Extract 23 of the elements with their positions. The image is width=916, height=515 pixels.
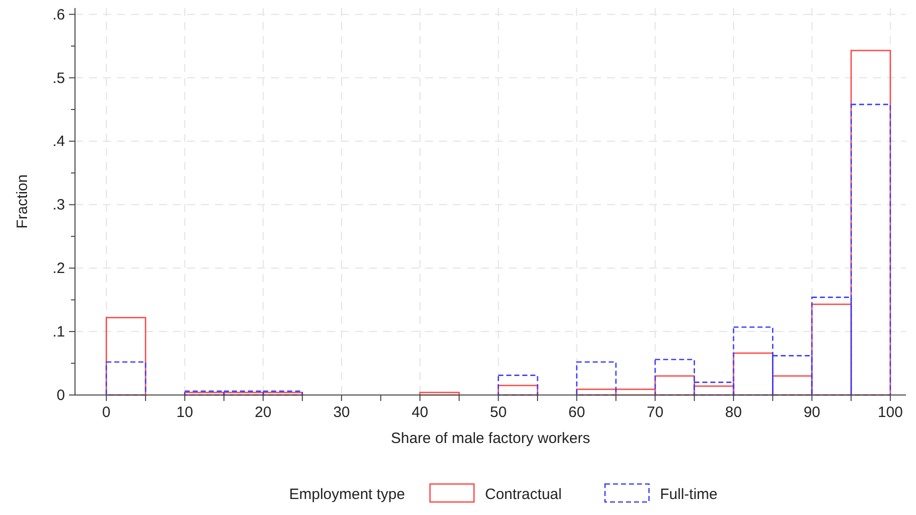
x-tick-label: 70: [646, 404, 664, 421]
x-tick-label: 80: [725, 404, 742, 421]
y-tick-label: 0: [56, 387, 65, 404]
y-tick-label: .3: [52, 196, 65, 214]
x-tick-label: 60: [568, 404, 586, 421]
x-tick-label: 90: [804, 404, 820, 421]
y-tick-label: .2: [52, 260, 65, 278]
x-tick-label: 30: [333, 404, 350, 421]
legend-label: Contractual: [485, 486, 562, 503]
x-tick-label: 0: [102, 404, 111, 421]
y-tick-label: .5: [52, 70, 65, 87]
x-axis-title: Share of male factory workers: [390, 430, 590, 447]
y-tick-label: .4: [52, 133, 65, 150]
y-tick-label: .1: [52, 324, 65, 341]
y-tick-label: .6: [52, 6, 65, 24]
x-tick-label: 10: [176, 404, 194, 421]
y-axis-title: Fraction: [14, 174, 31, 229]
legend-title: Employment type: [289, 486, 405, 503]
legend-label: Full-time: [660, 486, 718, 503]
x-tick-label: 50: [490, 404, 507, 421]
x-tick-label: 100: [878, 404, 903, 421]
x-tick-label: 40: [412, 404, 428, 421]
x-tick-label: 20: [254, 404, 272, 421]
